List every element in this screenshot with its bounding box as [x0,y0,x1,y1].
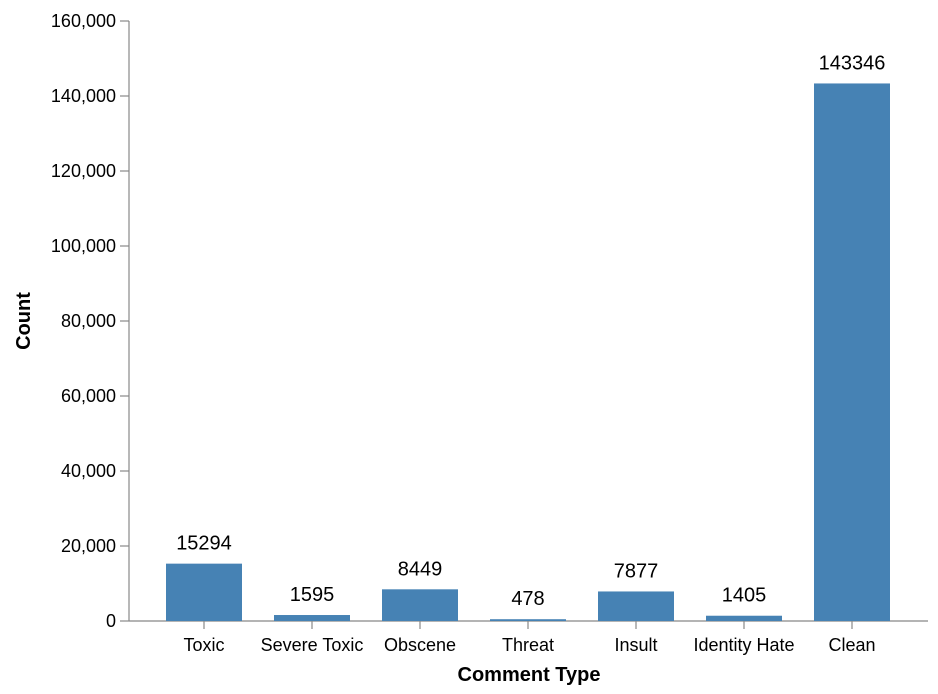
bar [382,589,458,621]
bar [166,563,242,621]
x-tick-label: Identity Hate [693,635,794,655]
bar [490,619,566,621]
data-label: 143346 [819,52,886,74]
y-tick-label: 0 [106,611,116,631]
x-tick-label: Obscene [384,635,456,655]
y-tick-label: 120,000 [51,161,116,181]
data-labels-group: 15294 1595 8449 478 7877 1405 143346 [176,52,885,610]
data-label: 1595 [290,584,335,606]
y-tick-label: 80,000 [61,311,116,331]
y-axis: 0 20,000 40,000 60,000 80,000 100,000 120,000 1… [51,11,130,631]
x-axis-title: Comment Type [458,664,601,686]
x-tick-label: Insult [614,635,657,655]
x-tick-label: Threat [502,635,554,655]
data-label: 7877 [614,560,659,582]
bar [706,615,782,621]
bars-group [166,83,890,621]
bar [814,83,890,621]
data-label: 8449 [398,558,443,580]
y-axis-title: Count [13,292,35,350]
x-tick-label: Severe Toxic [261,635,364,655]
bar [598,591,674,621]
y-tick-label: 140,000 [51,86,116,106]
y-tick-label: 20,000 [61,536,116,556]
y-tick-label: 60,000 [61,386,116,406]
data-label: 15294 [176,533,232,555]
x-tick-label: Clean [828,635,875,655]
bar [274,615,350,621]
x-tick-label: Toxic [183,635,224,655]
y-tick-label: 160,000 [51,11,116,31]
data-label: 1405 [722,585,767,607]
y-tick-label: 100,000 [51,236,116,256]
x-axis: Toxic Severe Toxic Obscene Threat Insult Iden… [129,620,928,655]
data-label: 478 [511,588,544,610]
y-tick-label: 40,000 [61,461,116,481]
